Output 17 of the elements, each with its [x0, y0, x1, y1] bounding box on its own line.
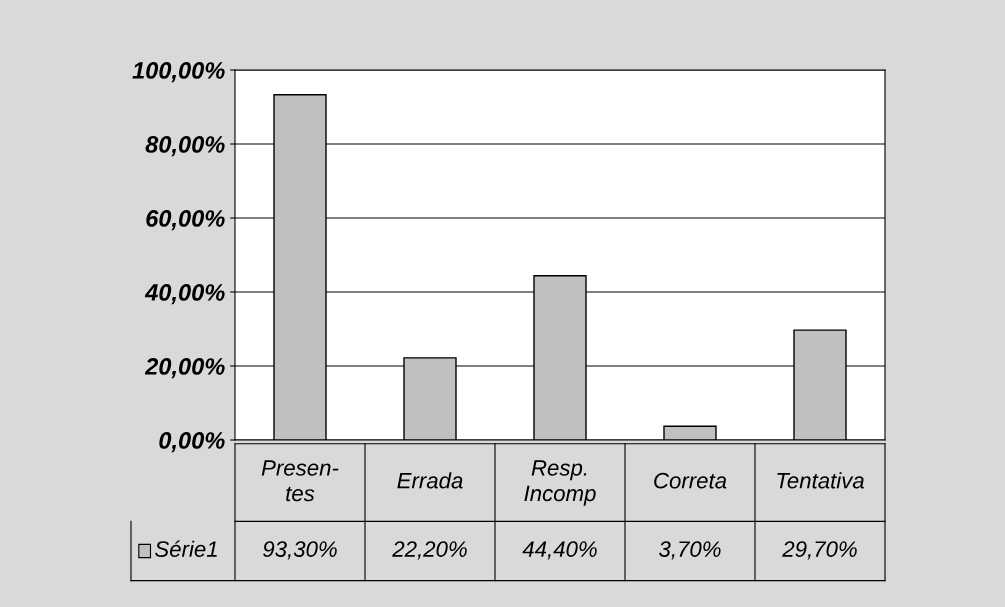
y-tick-label: 40,00%: [144, 284, 225, 305]
y-tick-label: 0,00%: [159, 432, 225, 453]
data-label: 44,40%: [522, 541, 597, 560]
y-tick-label: 60,00%: [146, 210, 225, 231]
legend-label: Série1: [155, 540, 217, 557]
data-label: 29,70%: [782, 541, 857, 560]
y-tick-label: 80,00%: [145, 136, 225, 157]
data-label: 3,70%: [659, 541, 721, 560]
x-tick-label: Errada: [397, 472, 463, 489]
data-label: 93,30%: [263, 541, 337, 560]
data-label: 22,20%: [392, 541, 467, 560]
x-tick-label: Correta: [654, 472, 727, 489]
y-tick-label: 100,00%: [132, 62, 225, 83]
x-tick-label: Presen- tes: [261, 460, 339, 502]
x-tick-label: Resp. Incomp: [524, 460, 596, 506]
y-tick-label: 20,00%: [144, 358, 225, 379]
x-tick-label: Tentativa: [777, 472, 864, 489]
